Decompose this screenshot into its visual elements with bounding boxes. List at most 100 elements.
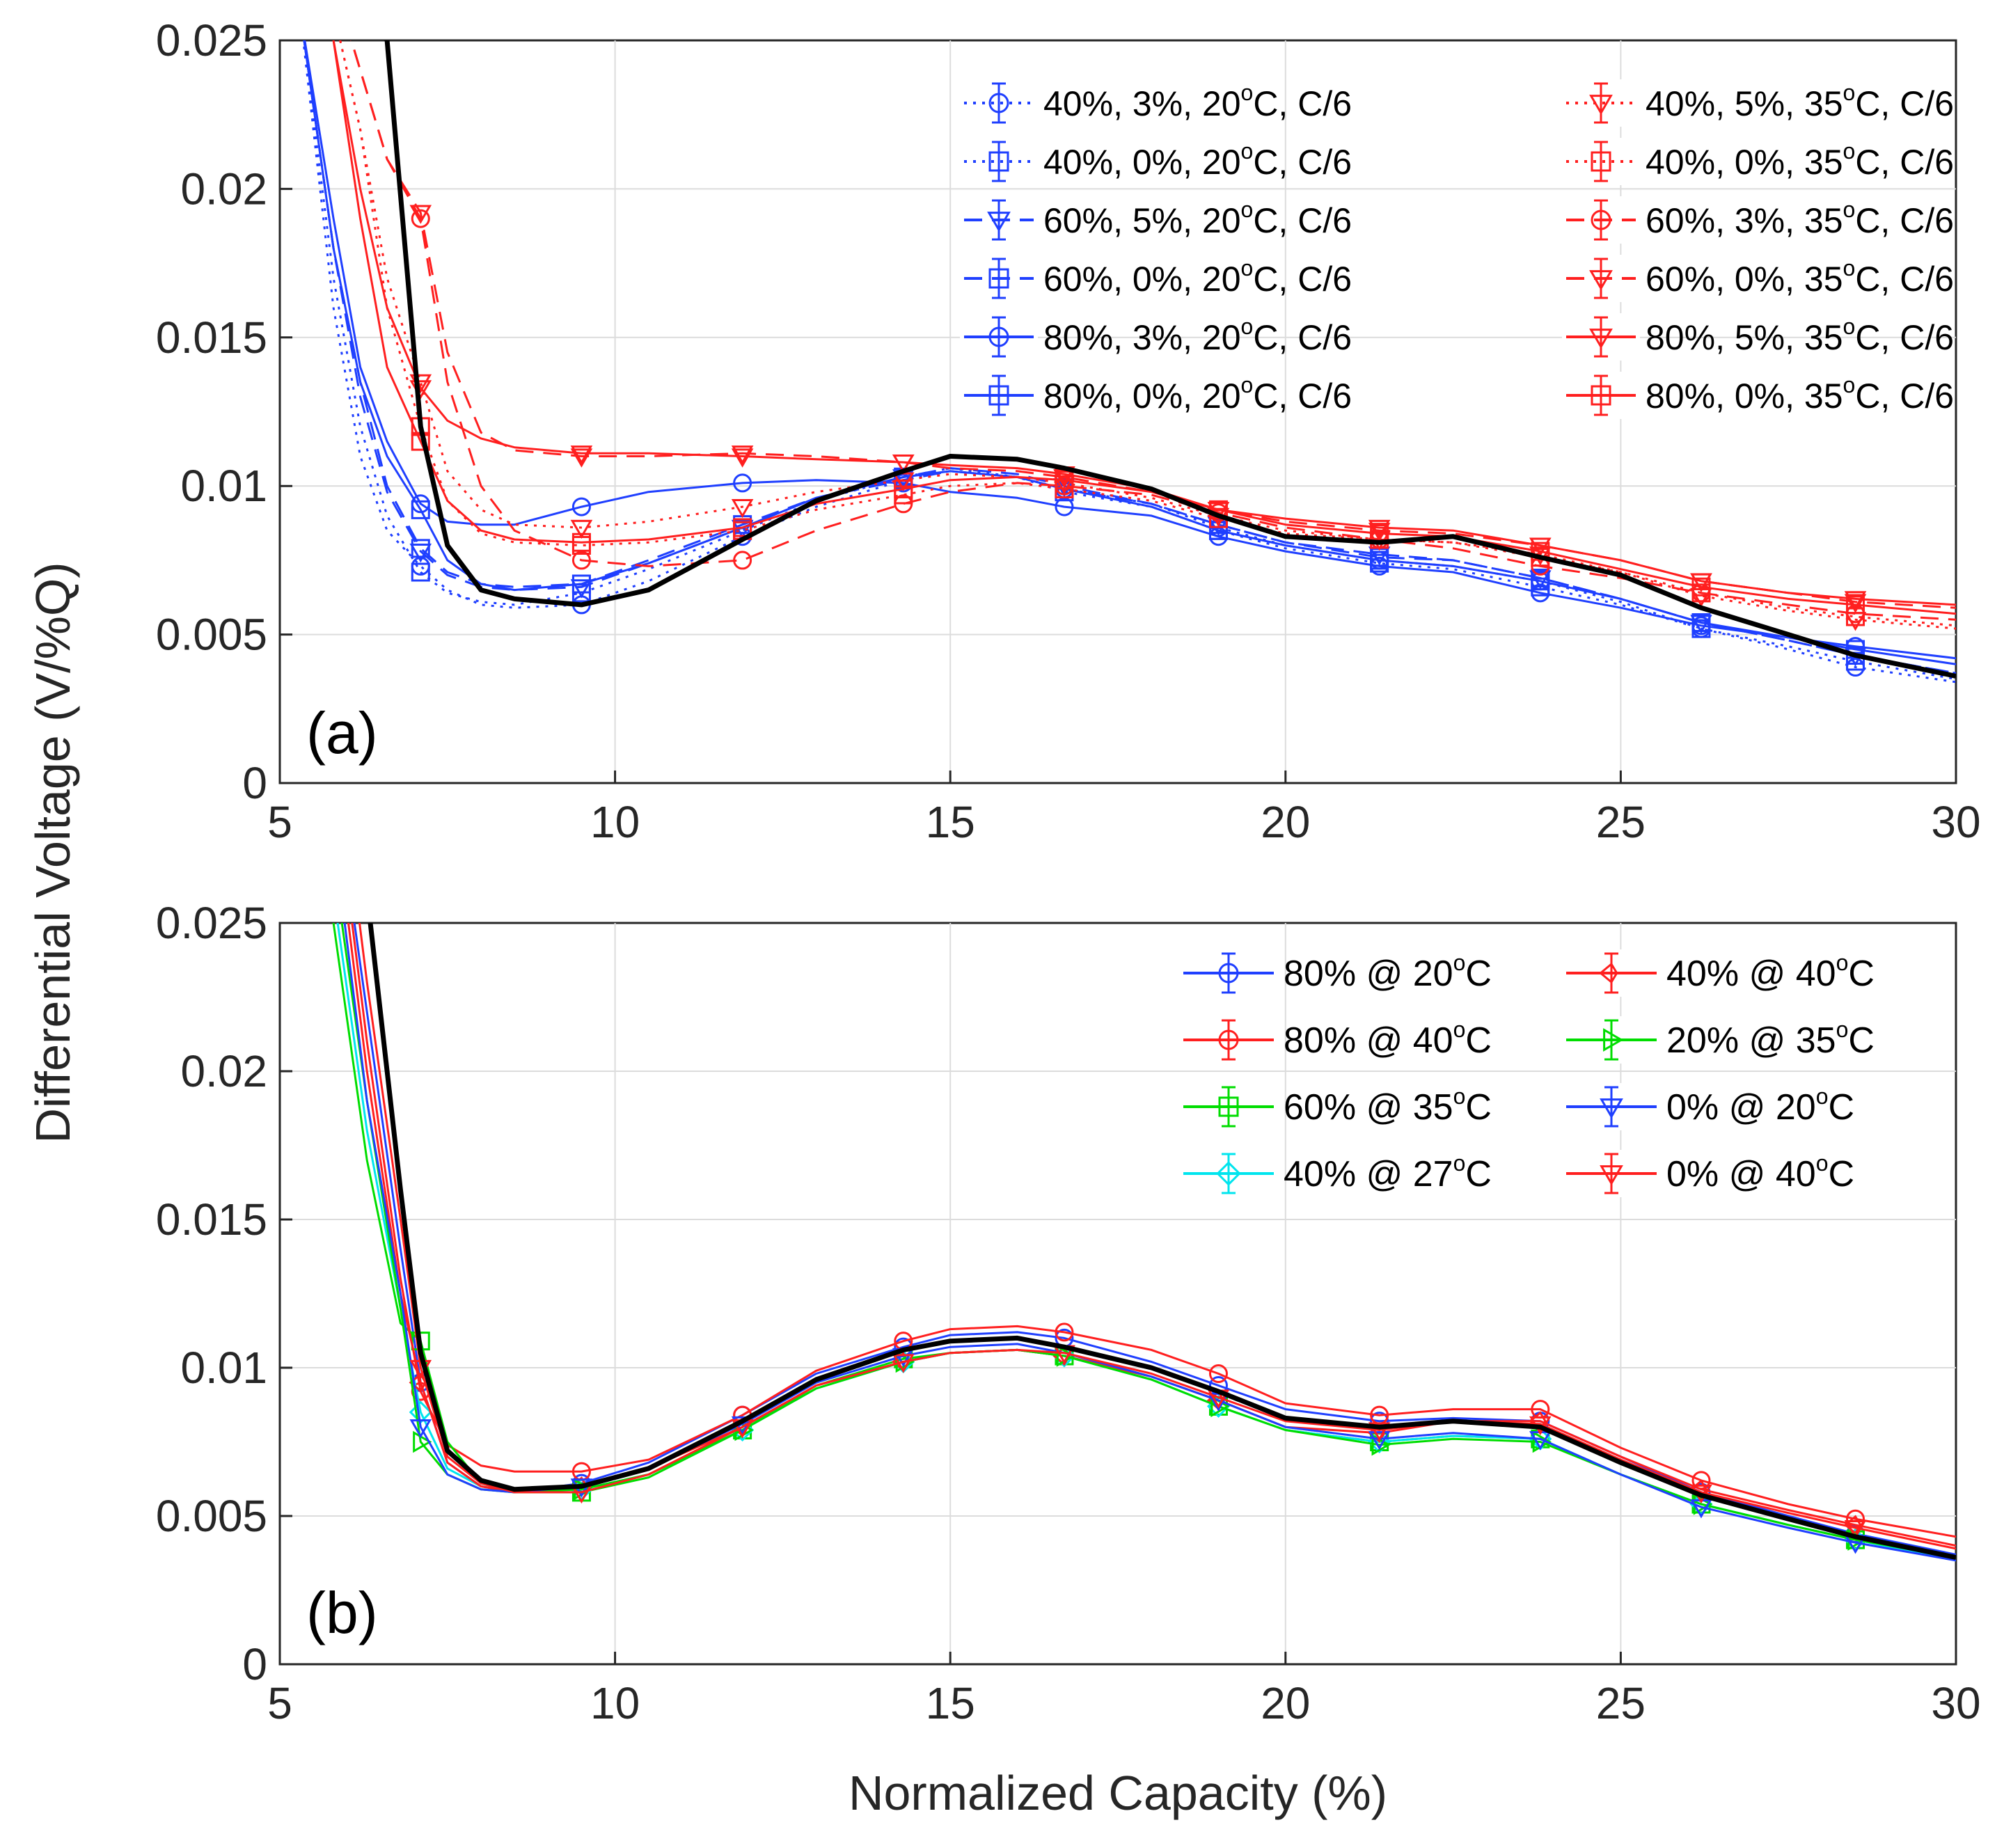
legend-label: 60%, 5%, 20oC, C/6 <box>1043 197 1352 240</box>
series-marker-b-5 <box>895 1350 915 1373</box>
panel-b-series <box>332 923 1956 1562</box>
panel-b-legend: 80% @ 20oC 80% @ 40oC 60% @ 35oC 40% @ 27oC… <box>1179 949 1875 1197</box>
series-marker-a-10 <box>1529 537 1552 557</box>
series-marker-a-6 <box>570 519 593 539</box>
series-marker-a-9 <box>1844 594 1867 613</box>
legend-marker <box>1600 1098 1623 1119</box>
legend-item: 0% @ 20oC <box>1562 1083 1854 1130</box>
legend-marker <box>988 326 1009 347</box>
x-tick-label: 30 <box>1931 797 1980 847</box>
series-marker-a-10 <box>892 454 915 474</box>
series-marker-a-9 <box>1368 523 1391 542</box>
legend-marker <box>1591 385 1611 406</box>
series-marker-a-11 <box>571 532 591 552</box>
series-marker-b-4 <box>1052 1345 1071 1366</box>
x-tick-label: 15 <box>926 1678 975 1728</box>
legend-label: 80%, 0%, 20oC, C/6 <box>1043 372 1352 416</box>
x-tick-label: 20 <box>1261 1678 1310 1728</box>
y-tick-label: 0 <box>242 758 267 808</box>
legend-label: 40% @ 40oC <box>1666 950 1875 994</box>
panel-a-legend: 40%, 3%, 20oC, C/6 40%, 0%, 20oC, C/6 60%,… <box>960 79 1954 419</box>
x-tick-label: 10 <box>590 1678 640 1728</box>
legend-marker <box>1218 963 1239 984</box>
legend-label: 40%, 5%, 35oC, C/6 <box>1646 80 1954 123</box>
legend-item: 80% @ 20oC <box>1179 949 1492 997</box>
legend-item: 40%, 3%, 20oC, C/6 <box>960 79 1352 127</box>
x-tick-label: 25 <box>1596 1678 1646 1728</box>
series-marker-a-5 <box>1370 551 1389 570</box>
series-marker-b-1 <box>1055 1322 1074 1342</box>
y-tick-label: 0.005 <box>156 610 267 660</box>
legend-marker <box>1589 95 1613 116</box>
series-line-a-10 <box>332 40 1956 606</box>
series-marker-b-7 <box>1844 1519 1867 1540</box>
y-tick-label: 0.01 <box>180 461 267 511</box>
legend-marker <box>988 93 1009 113</box>
legend-item: 0% @ 40oC <box>1562 1150 1854 1197</box>
series-marker-a-11 <box>1055 471 1074 490</box>
legend-item: 60%, 5%, 20oC, C/6 <box>960 196 1352 244</box>
legend-item: 40%, 0%, 20oC, C/6 <box>960 138 1352 185</box>
legend-label: 60%, 3%, 35oC, C/6 <box>1646 197 1954 240</box>
y-tick-label: 0.005 <box>156 1491 267 1541</box>
panel-a-series <box>302 40 1956 684</box>
legend-item: 40%, 0%, 35oC, C/6 <box>1562 138 1954 185</box>
panel-a-tag: (a) <box>306 700 378 766</box>
series-line-b-6 <box>343 923 1956 1562</box>
series-marker-b-6 <box>1368 1431 1391 1451</box>
legend-marker <box>1603 1028 1624 1052</box>
legend-item: 40% @ 40oC <box>1562 949 1875 997</box>
legend-marker <box>988 268 1009 289</box>
y-tick-label: 0.015 <box>156 313 267 363</box>
legend-item: 80%, 5%, 35oC, C/6 <box>1562 313 1954 361</box>
x-tick-label: 10 <box>590 797 640 847</box>
series-marker-a-10 <box>1844 591 1867 610</box>
series-marker-a-10 <box>731 448 754 468</box>
series-marker-a-6 <box>1053 475 1075 495</box>
y-axis-title: Differential Voltage (V/%Q) <box>26 562 80 1143</box>
series-marker-a-1 <box>411 562 430 582</box>
series-marker-b-6 <box>409 1419 432 1439</box>
y-tick-label: 0 <box>242 1639 267 1689</box>
legend-label: 80% @ 20oC <box>1284 950 1492 994</box>
y-tick-label: 0.025 <box>156 898 267 948</box>
legend-item: 60% @ 35oC <box>1179 1083 1492 1130</box>
series-marker-a-4 <box>1531 583 1550 603</box>
legend-label: 0% @ 20oC <box>1666 1084 1854 1128</box>
panel-a-ticks: 5 10 15 20 25 30 0 0.005 0.01 0.015 0.02 0.025 <box>156 15 1981 847</box>
legend-item: 80% @ 40oC <box>1179 1016 1492 1064</box>
series-line-b-7 <box>358 923 1956 1550</box>
reference-line-b <box>368 923 1956 1561</box>
series-marker-a-6 <box>731 498 754 519</box>
series-line-a-6 <box>339 40 1956 630</box>
series-marker-a-5 <box>571 574 591 594</box>
series-marker-a-8 <box>571 551 591 570</box>
legend-marker <box>1599 962 1618 984</box>
series-marker-a-8 <box>411 209 430 228</box>
legend-label: 60%, 0%, 20oC, C/6 <box>1043 255 1352 299</box>
legend-item: 60%, 0%, 20oC, C/6 <box>960 255 1352 302</box>
series-marker-b-7 <box>1368 1422 1391 1442</box>
x-axis-title: Normalized Capacity (%) <box>849 1766 1387 1820</box>
legend-label: 80%, 0%, 35oC, C/6 <box>1646 372 1954 416</box>
reference-line-a <box>384 40 1956 679</box>
legend-item: 80%, 0%, 20oC, C/6 <box>960 372 1352 419</box>
legend-label: 80%, 3%, 20oC, C/6 <box>1043 314 1352 357</box>
x-tick-label: 5 <box>267 1678 292 1728</box>
legend-marker <box>1218 1096 1239 1117</box>
x-tick-label: 20 <box>1261 797 1310 847</box>
legend-item: 20% @ 35oC <box>1562 1016 1875 1064</box>
series-marker-a-3 <box>411 539 430 558</box>
series-marker-a-8 <box>894 494 913 514</box>
legend-label: 40%, 0%, 20oC, C/6 <box>1043 139 1352 182</box>
series-marker-a-2 <box>570 579 593 599</box>
y-tick-label: 0.015 <box>156 1194 267 1245</box>
series-marker-b-1 <box>1208 1364 1228 1384</box>
series-marker-a-9 <box>409 205 432 224</box>
legend-item: 40% @ 27oC <box>1179 1150 1492 1197</box>
legend-item: 60%, 3%, 35oC, C/6 <box>1562 196 1954 244</box>
series-marker-a-4 <box>571 497 591 516</box>
series-marker-a-7 <box>1846 607 1865 626</box>
